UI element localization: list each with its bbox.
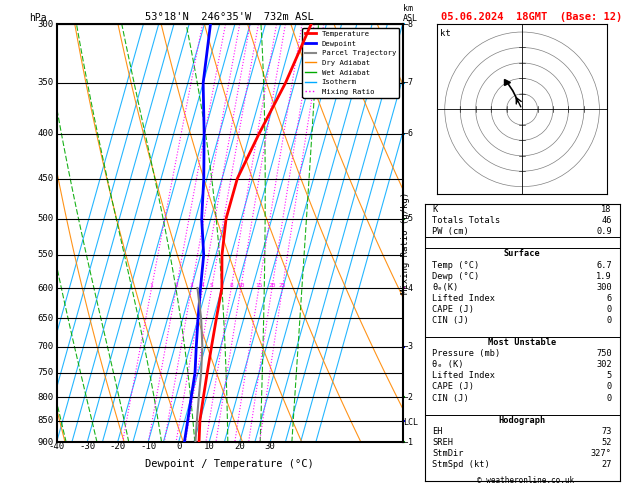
Text: SREH: SREH	[432, 438, 454, 447]
Text: ‒1: ‒1	[403, 438, 413, 447]
Text: 1: 1	[150, 283, 153, 288]
Text: 500: 500	[37, 214, 53, 223]
Text: 05.06.2024  18GMT  (Base: 12): 05.06.2024 18GMT (Base: 12)	[442, 12, 623, 22]
Text: LCL: LCL	[403, 418, 418, 427]
Text: StmSpd (kt): StmSpd (kt)	[432, 460, 490, 469]
Text: 73: 73	[601, 427, 612, 436]
Text: 52: 52	[601, 438, 612, 447]
Text: 20: 20	[268, 283, 276, 288]
Text: ‒7: ‒7	[403, 78, 413, 87]
Text: kt: kt	[440, 29, 451, 38]
Text: Temp (°C): Temp (°C)	[432, 260, 480, 270]
Text: 600: 600	[37, 283, 53, 293]
Text: 450: 450	[37, 174, 53, 183]
Text: 8: 8	[230, 283, 233, 288]
Text: 400: 400	[37, 129, 53, 138]
Text: Totals Totals: Totals Totals	[432, 216, 501, 225]
Text: ‒2: ‒2	[403, 393, 413, 402]
Text: θₑ (K): θₑ (K)	[432, 360, 464, 369]
Text: 18: 18	[601, 205, 612, 214]
Text: Dewp (°C): Dewp (°C)	[432, 272, 480, 280]
Text: CIN (J): CIN (J)	[432, 394, 469, 402]
Text: 350: 350	[37, 78, 53, 87]
Title: 53°18'N  246°35'W  732m ASL: 53°18'N 246°35'W 732m ASL	[145, 12, 314, 22]
Text: 900: 900	[37, 438, 53, 447]
Text: 0: 0	[606, 316, 612, 325]
Text: 302: 302	[596, 360, 612, 369]
Text: 550: 550	[37, 250, 53, 260]
Text: 0: 0	[606, 305, 612, 314]
Text: 25: 25	[279, 283, 286, 288]
Text: Lifted Index: Lifted Index	[432, 371, 496, 381]
Text: 1.9: 1.9	[596, 272, 612, 280]
Text: 750: 750	[596, 349, 612, 358]
Text: 700: 700	[37, 342, 53, 351]
Text: 0.9: 0.9	[596, 227, 612, 236]
Text: -10: -10	[140, 442, 156, 451]
Text: Surface: Surface	[504, 249, 540, 259]
Text: 0: 0	[606, 382, 612, 391]
Text: 20: 20	[234, 442, 245, 451]
Text: 10: 10	[204, 442, 214, 451]
Text: PW (cm): PW (cm)	[432, 227, 469, 236]
Text: 3: 3	[190, 283, 193, 288]
Text: © weatheronline.co.uk: © weatheronline.co.uk	[477, 476, 574, 485]
Text: 800: 800	[37, 393, 53, 402]
Text: ‒8: ‒8	[403, 20, 413, 29]
Legend: Temperature, Dewpoint, Parcel Trajectory, Dry Adiabat, Wet Adiabat, Isotherm, Mi: Temperature, Dewpoint, Parcel Trajectory…	[302, 28, 399, 98]
Text: 6.7: 6.7	[596, 260, 612, 270]
Text: θₑ(K): θₑ(K)	[432, 283, 459, 292]
Text: 2: 2	[174, 283, 178, 288]
Text: 0: 0	[606, 394, 612, 402]
Text: -20: -20	[109, 442, 126, 451]
Text: EH: EH	[432, 427, 443, 436]
Text: 27: 27	[601, 460, 612, 469]
Text: CAPE (J): CAPE (J)	[432, 305, 474, 314]
Text: Lifted Index: Lifted Index	[432, 294, 496, 303]
Text: Mixing Ratio (g/kg): Mixing Ratio (g/kg)	[401, 192, 410, 294]
Text: ‒3: ‒3	[403, 342, 413, 351]
Text: ‒4: ‒4	[403, 283, 413, 293]
Text: 10: 10	[237, 283, 245, 288]
Text: CAPE (J): CAPE (J)	[432, 382, 474, 391]
Text: CIN (J): CIN (J)	[432, 316, 469, 325]
Text: -40: -40	[48, 442, 65, 451]
Text: 46: 46	[601, 216, 612, 225]
Text: StmDir: StmDir	[432, 449, 464, 458]
Text: Pressure (mb): Pressure (mb)	[432, 349, 501, 358]
Text: 300: 300	[37, 20, 53, 29]
Text: 4: 4	[201, 283, 204, 288]
Text: km
ASL: km ASL	[403, 4, 418, 23]
Text: hPa: hPa	[29, 14, 47, 23]
Text: 850: 850	[37, 416, 53, 425]
Text: -30: -30	[79, 442, 95, 451]
Text: 5: 5	[606, 371, 612, 381]
Text: 650: 650	[37, 314, 53, 323]
Text: ‒6: ‒6	[403, 129, 413, 138]
Text: 30: 30	[265, 442, 276, 451]
Text: K: K	[432, 205, 438, 214]
Text: 750: 750	[37, 368, 53, 378]
Text: 5: 5	[210, 283, 214, 288]
Text: 6: 6	[606, 294, 612, 303]
Text: 15: 15	[255, 283, 262, 288]
Text: 0: 0	[176, 442, 181, 451]
Text: Most Unstable: Most Unstable	[488, 338, 556, 347]
X-axis label: Dewpoint / Temperature (°C): Dewpoint / Temperature (°C)	[145, 459, 314, 469]
Text: ‒5: ‒5	[403, 214, 413, 223]
Text: 327°: 327°	[591, 449, 612, 458]
Text: Hodograph: Hodograph	[498, 416, 546, 425]
Text: 300: 300	[596, 283, 612, 292]
